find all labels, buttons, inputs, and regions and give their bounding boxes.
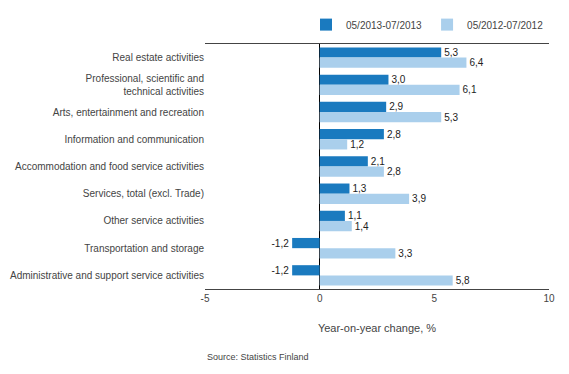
svg-text:Source: Statistics Finland: Source: Statistics Finland: [207, 352, 309, 362]
svg-text:Year-on-year change, %: Year-on-year change, %: [318, 322, 436, 334]
svg-text:Real estate activities: Real estate activities: [112, 52, 204, 63]
svg-text:3,0: 3,0: [391, 74, 405, 85]
svg-text:05/2013-07/2013: 05/2013-07/2013: [346, 20, 422, 31]
svg-text:5: 5: [432, 293, 438, 304]
svg-text:6,1: 6,1: [463, 84, 477, 95]
svg-text:1,3: 1,3: [352, 183, 366, 194]
svg-text:3,3: 3,3: [398, 248, 412, 259]
svg-text:6,4: 6,4: [469, 57, 483, 68]
svg-text:-1,2: -1,2: [271, 265, 289, 276]
svg-text:5,3: 5,3: [444, 112, 458, 123]
svg-text:Services, total (excl. Trade): Services, total (excl. Trade): [83, 188, 204, 199]
svg-text:5,8: 5,8: [456, 275, 470, 286]
svg-text:Arts, entertainment and recrea: Arts, entertainment and recreation: [53, 107, 204, 118]
svg-text:1,1: 1,1: [348, 210, 362, 221]
svg-text:Other service activities: Other service activities: [103, 215, 204, 226]
svg-text:-1,2: -1,2: [271, 238, 289, 249]
svg-text:3,9: 3,9: [412, 193, 426, 204]
svg-text:2,8: 2,8: [387, 129, 401, 140]
svg-text:0: 0: [317, 293, 323, 304]
svg-text:1,2: 1,2: [350, 139, 364, 150]
svg-text:10: 10: [543, 293, 555, 304]
svg-text:-5: -5: [201, 293, 210, 304]
svg-text:05/2012-07/2012: 05/2012-07/2012: [467, 20, 543, 31]
svg-text:Professional, scientific andte: Professional, scientific andtechnical ac…: [86, 73, 204, 97]
svg-text:2,1: 2,1: [371, 156, 385, 167]
svg-text:Accommodation and food service: Accommodation and food service activitie…: [15, 161, 204, 172]
svg-text:Administrative and support ser: Administrative and support service activ…: [10, 270, 204, 281]
svg-text:2,9: 2,9: [389, 101, 403, 112]
svg-text:2,8: 2,8: [387, 166, 401, 177]
svg-text:Information and communication: Information and communication: [64, 134, 204, 145]
svg-text:5,3: 5,3: [444, 47, 458, 58]
svg-text:1,4: 1,4: [355, 221, 369, 232]
svg-text:Transportation and storage: Transportation and storage: [84, 243, 204, 254]
